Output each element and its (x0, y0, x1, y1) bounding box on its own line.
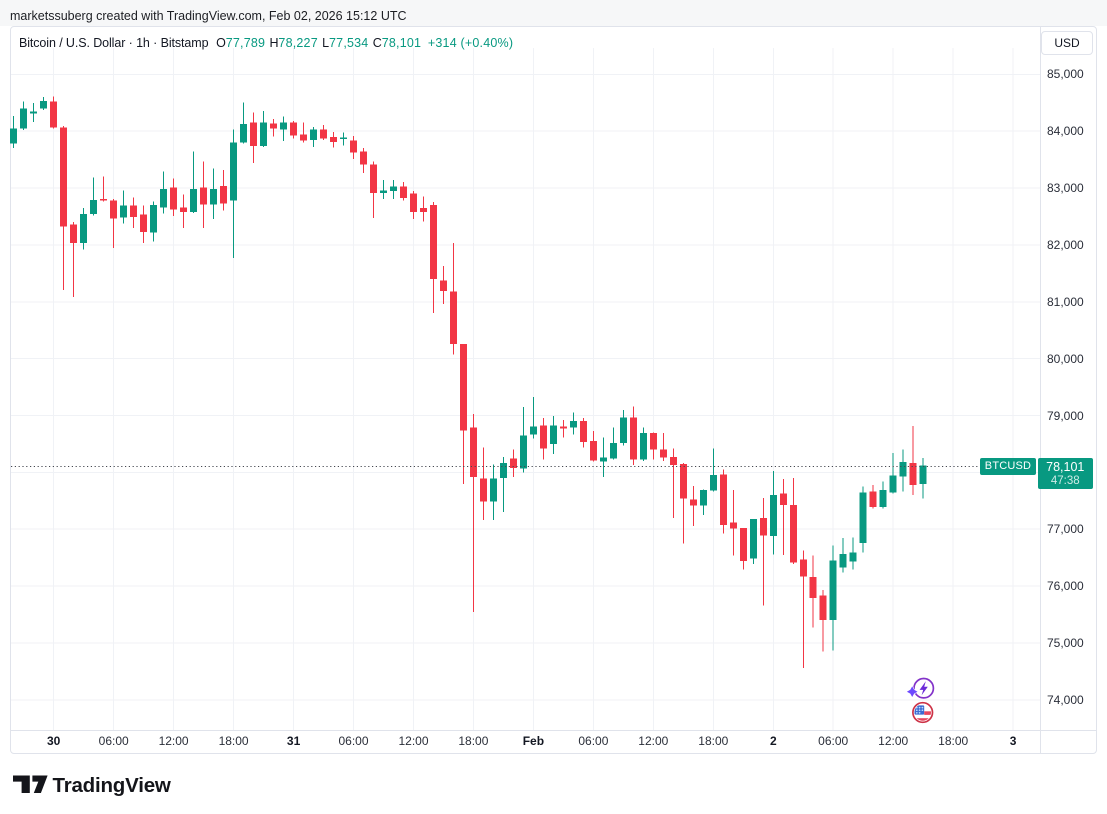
svg-text:TradingView: TradingView (53, 775, 171, 797)
